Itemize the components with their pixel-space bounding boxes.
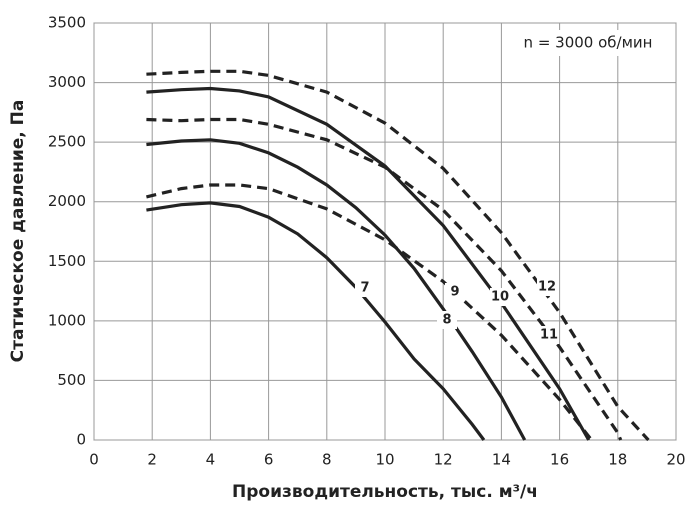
x-tick-label: 20 [666,451,685,469]
curve-label-bg [490,288,510,306]
curve [146,69,650,442]
curve [146,201,486,441]
x-tick-label: 2 [147,451,157,469]
y-axis-title: Статическое давление, Па [8,100,28,363]
curve-label-bg [445,283,465,301]
curve-label: 11 [540,328,558,343]
curve [146,86,591,441]
x-tick-label: 4 [206,451,216,469]
x-tick-label: 18 [608,451,627,469]
x-tick-label: 6 [264,451,274,469]
curve-label: 9 [450,285,459,300]
curve-label: 8 [442,313,451,328]
curve-label-bg [355,279,375,297]
x-tick-label: 12 [434,451,453,469]
curve-label: 7 [360,281,369,296]
annotation-bg [512,30,662,56]
y-tick-label: 0 [76,431,86,449]
curve-label-bg [537,278,557,296]
x-tick-label: 16 [550,451,569,469]
curve [146,117,623,441]
curve-label-bg [437,311,457,329]
y-tick-label: 3000 [48,73,86,91]
y-tick-label: 1000 [48,311,86,329]
curve-label-bg [539,326,559,344]
x-tick-label: 0 [89,451,99,469]
y-tick-label: 1500 [48,252,86,270]
y-tick-label: 3500 [48,14,86,32]
y-tick-label: 500 [57,371,86,389]
y-tick-label: 2000 [48,192,86,210]
x-axis-title: Производительность, тыс. м³/ч [232,482,538,502]
x-tick-label: 14 [492,451,511,469]
annotation: n = 3000 об/мин [524,34,653,52]
x-tick-label: 10 [375,451,394,469]
curve-label: 12 [538,280,556,295]
curve [146,183,593,441]
x-tick-label: 8 [322,451,332,469]
curve [146,138,527,441]
curve-label: 10 [491,290,509,305]
y-tick-label: 2500 [48,133,86,151]
